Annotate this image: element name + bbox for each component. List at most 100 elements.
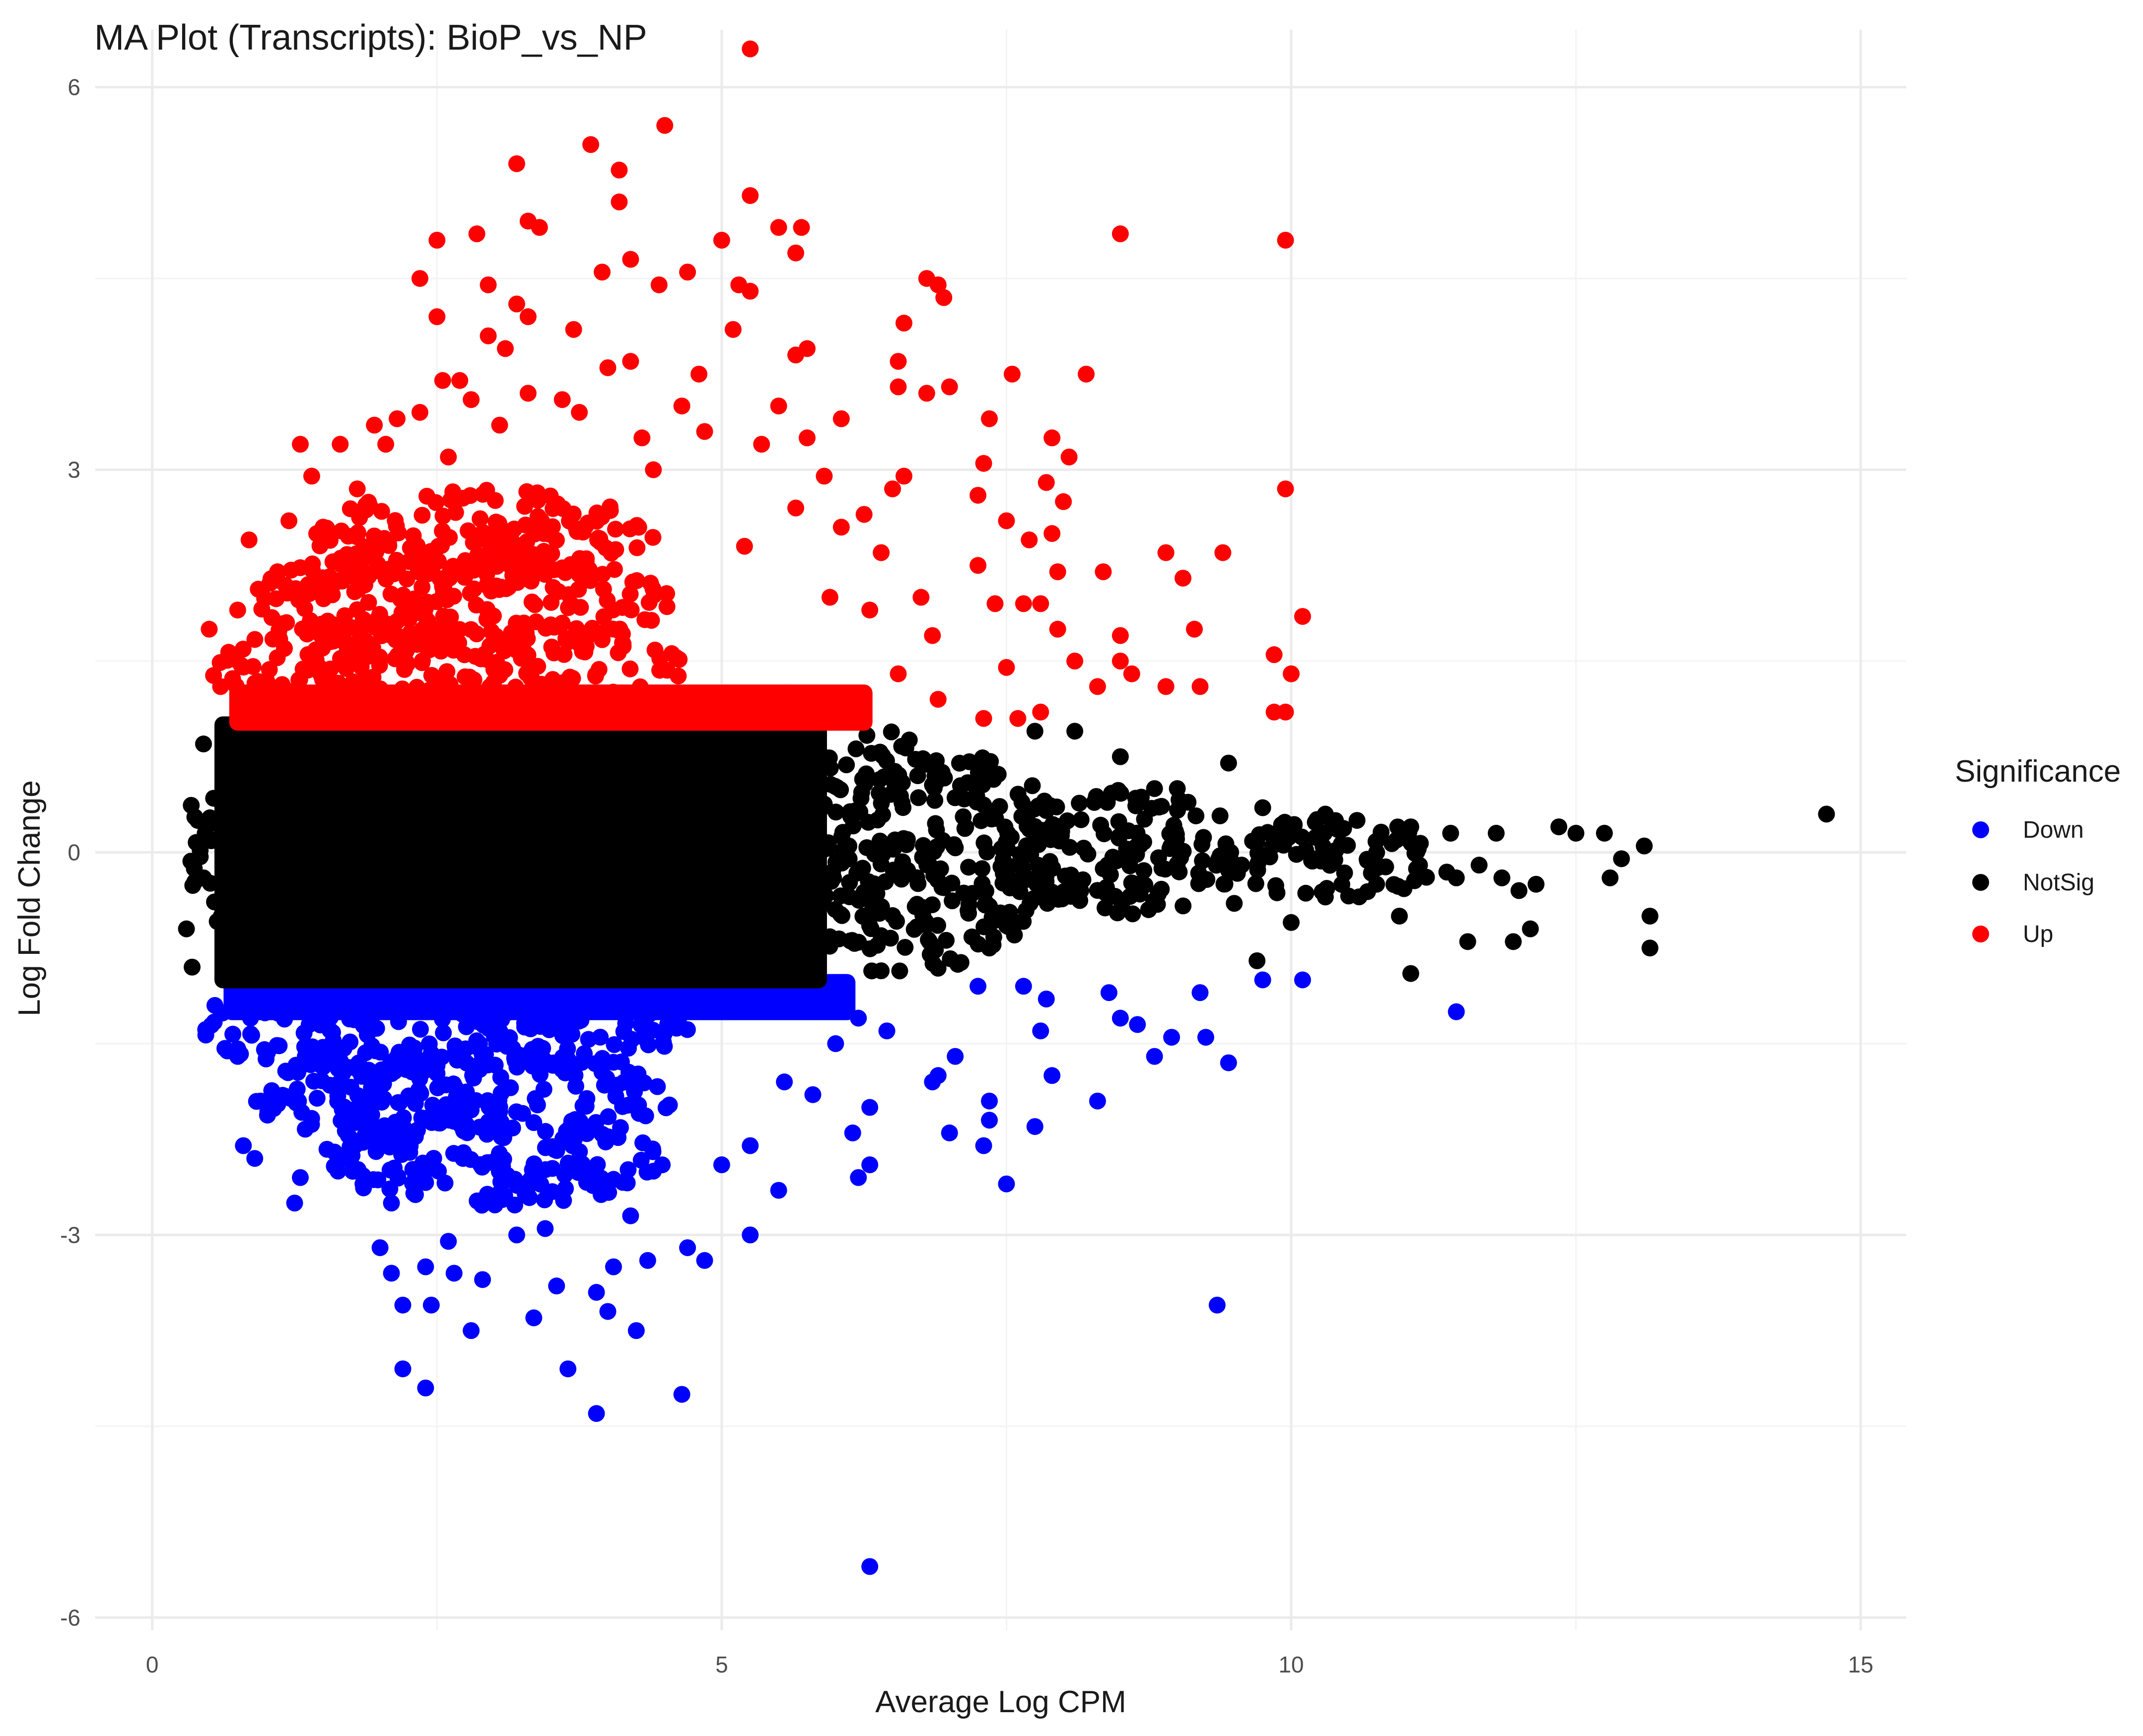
point-notsig bbox=[235, 794, 252, 811]
point-up bbox=[549, 495, 566, 513]
point-notsig bbox=[359, 776, 377, 794]
point-notsig bbox=[608, 939, 625, 956]
point-notsig bbox=[1107, 852, 1125, 869]
point-up bbox=[1043, 525, 1061, 542]
point-notsig bbox=[973, 860, 991, 877]
point-up bbox=[450, 634, 468, 652]
point-notsig bbox=[1596, 824, 1613, 842]
point-notsig bbox=[182, 853, 200, 870]
point-down bbox=[350, 994, 368, 1011]
point-up bbox=[912, 589, 930, 606]
point-up bbox=[821, 589, 838, 606]
point-down bbox=[261, 1001, 278, 1018]
point-up bbox=[280, 512, 298, 530]
point-up bbox=[969, 557, 987, 574]
point-notsig bbox=[401, 940, 418, 957]
point-down bbox=[357, 1044, 374, 1062]
point-notsig bbox=[658, 891, 676, 909]
point-down bbox=[844, 1124, 861, 1141]
point-notsig bbox=[1066, 723, 1084, 740]
point-down bbox=[947, 1048, 964, 1065]
point-notsig bbox=[833, 907, 851, 924]
point-down bbox=[224, 1025, 242, 1043]
point-down bbox=[804, 1086, 822, 1103]
point-up bbox=[1015, 595, 1032, 612]
point-notsig bbox=[858, 765, 875, 783]
point-up bbox=[535, 542, 553, 560]
point-notsig bbox=[1248, 952, 1266, 969]
point-down bbox=[474, 1046, 491, 1064]
point-notsig bbox=[812, 934, 829, 951]
point-notsig bbox=[323, 950, 341, 968]
point-down bbox=[381, 1138, 398, 1156]
point-notsig bbox=[1211, 807, 1229, 824]
point-notsig bbox=[1127, 839, 1144, 856]
point-down bbox=[430, 1162, 447, 1180]
x-tick-label: 15 bbox=[1848, 1652, 1873, 1677]
point-down bbox=[525, 1114, 543, 1132]
legend-label-down: Down bbox=[2023, 817, 2084, 843]
point-down bbox=[396, 990, 414, 1007]
point-notsig bbox=[524, 750, 542, 768]
point-down bbox=[536, 1191, 553, 1208]
point-notsig bbox=[893, 737, 910, 755]
point-notsig bbox=[642, 822, 660, 839]
point-notsig bbox=[587, 801, 604, 818]
point-notsig bbox=[1293, 828, 1311, 846]
point-notsig bbox=[686, 879, 703, 896]
point-notsig bbox=[1009, 786, 1027, 803]
point-up bbox=[742, 187, 759, 204]
point-up bbox=[578, 628, 596, 646]
point-up bbox=[462, 676, 480, 694]
point-up bbox=[369, 530, 387, 547]
point-up bbox=[468, 597, 485, 614]
point-notsig bbox=[723, 777, 741, 795]
point-down bbox=[367, 1143, 385, 1160]
point-up bbox=[1175, 569, 1192, 587]
point-notsig bbox=[507, 756, 524, 774]
point-down bbox=[622, 999, 640, 1016]
point-notsig bbox=[860, 813, 877, 831]
point-notsig bbox=[678, 901, 695, 918]
point-down bbox=[559, 1154, 577, 1172]
point-notsig bbox=[1015, 913, 1032, 930]
point-down bbox=[696, 1252, 713, 1269]
point-notsig bbox=[564, 956, 581, 974]
point-notsig bbox=[818, 749, 835, 766]
point-down bbox=[522, 1176, 539, 1193]
point-notsig bbox=[441, 824, 459, 841]
point-notsig bbox=[703, 916, 721, 934]
point-up bbox=[326, 684, 343, 701]
point-up bbox=[393, 649, 411, 666]
point-down bbox=[827, 1035, 844, 1052]
point-up bbox=[981, 410, 998, 427]
point-notsig bbox=[1071, 795, 1088, 812]
point-notsig bbox=[386, 890, 403, 908]
point-down bbox=[527, 1090, 544, 1107]
point-up bbox=[941, 378, 958, 396]
point-notsig bbox=[389, 818, 406, 836]
point-up bbox=[1055, 493, 1072, 510]
point-notsig bbox=[216, 840, 233, 858]
point-down bbox=[229, 1048, 246, 1065]
point-notsig bbox=[620, 861, 637, 878]
point-notsig bbox=[528, 842, 545, 859]
point-up bbox=[781, 684, 799, 702]
point-notsig bbox=[349, 918, 366, 935]
point-notsig bbox=[1001, 904, 1018, 921]
point-notsig bbox=[1140, 901, 1157, 918]
point-down bbox=[1089, 1092, 1106, 1110]
point-up bbox=[935, 289, 953, 306]
point-notsig bbox=[806, 902, 823, 920]
point-notsig bbox=[430, 901, 448, 919]
point-down bbox=[543, 1056, 560, 1073]
point-down bbox=[639, 1252, 656, 1269]
point-down bbox=[420, 1035, 438, 1053]
point-down bbox=[1037, 990, 1055, 1007]
point-notsig bbox=[1818, 805, 1835, 823]
point-notsig bbox=[898, 836, 915, 853]
point-notsig bbox=[189, 812, 207, 829]
point-down bbox=[394, 1360, 412, 1378]
point-up bbox=[258, 697, 275, 714]
point-up bbox=[332, 436, 349, 453]
